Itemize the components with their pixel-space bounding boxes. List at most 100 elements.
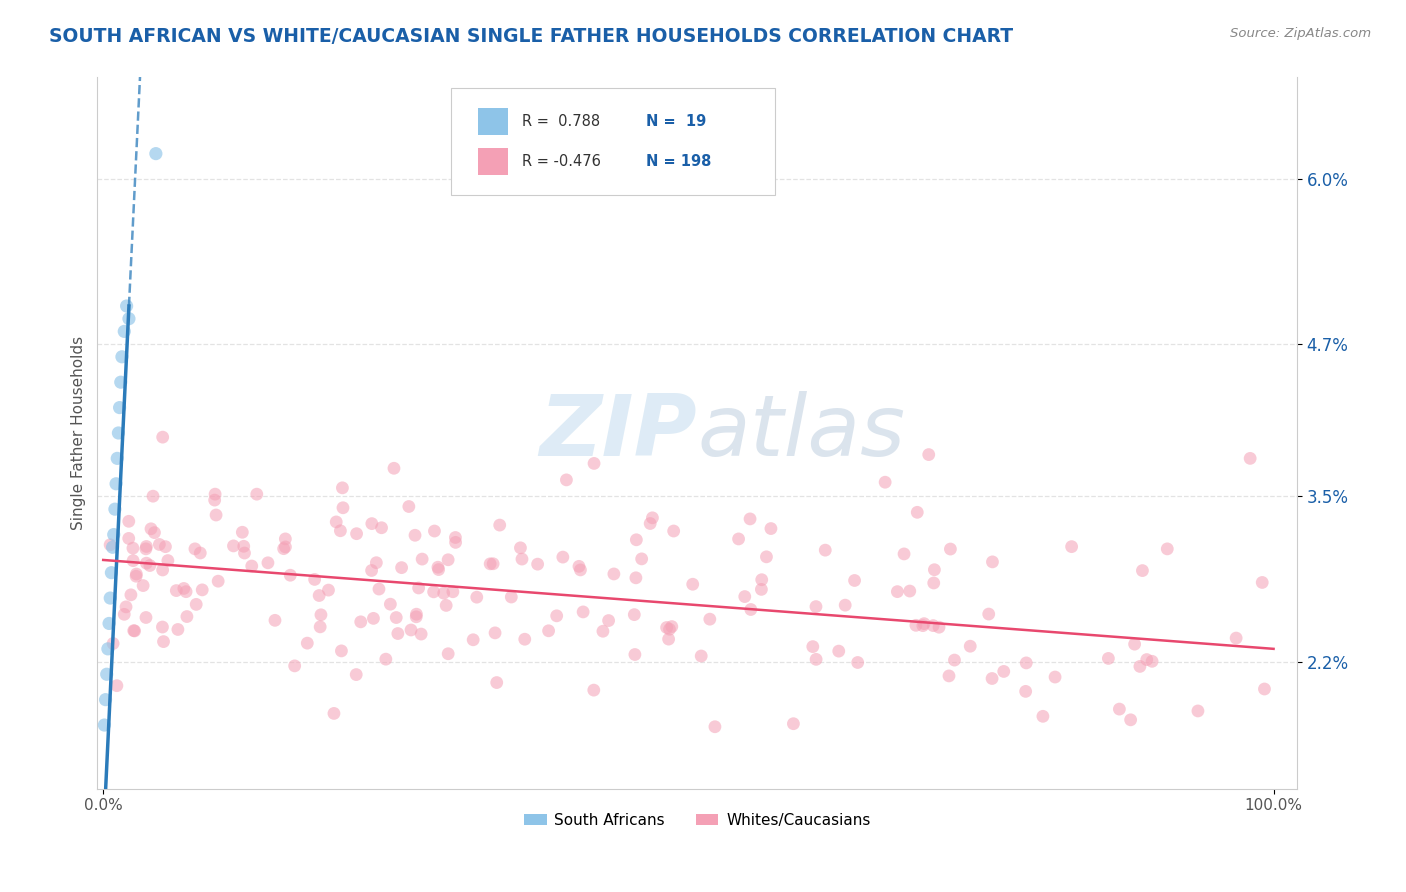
Text: ZIP: ZIP: [540, 392, 697, 475]
Point: [828, 644, 851, 658]
Point: [135, 610, 157, 624]
Point: [463, 632, 485, 647]
Point: [115, 299, 138, 313]
Point: [191, 582, 214, 597]
Point: [399, 623, 422, 637]
Point: [572, 605, 595, 619]
Point: [370, 521, 392, 535]
Point: [264, 613, 287, 627]
Point: [232, 539, 254, 553]
FancyBboxPatch shape: [451, 88, 775, 194]
Bar: [478, 108, 508, 135]
Point: [174, 584, 197, 599]
Point: [246, 487, 269, 501]
Point: [344, 667, 367, 681]
Point: [103, 527, 125, 541]
Point: [959, 639, 981, 653]
Point: [108, 401, 131, 415]
Point: [122, 624, 145, 638]
Point: [273, 541, 295, 556]
Point: [368, 582, 391, 596]
Point: [479, 557, 502, 571]
Point: [1119, 713, 1142, 727]
Point: [143, 525, 166, 540]
Point: [132, 578, 155, 592]
Point: [703, 720, 725, 734]
Point: [441, 584, 464, 599]
Point: [207, 574, 229, 589]
Point: [165, 583, 187, 598]
Point: [738, 512, 761, 526]
Point: [350, 615, 373, 629]
Point: [1253, 681, 1275, 696]
Point: [167, 623, 190, 637]
Point: [943, 653, 966, 667]
Point: [124, 624, 146, 638]
Point: [186, 598, 208, 612]
Point: [624, 648, 647, 662]
Point: [360, 516, 382, 531]
Point: [112, 607, 135, 622]
Point: [751, 573, 773, 587]
Point: [922, 576, 945, 591]
Point: [846, 656, 869, 670]
Text: N =  19: N = 19: [645, 113, 706, 128]
Point: [391, 560, 413, 574]
Text: Source: ZipAtlas.com: Source: ZipAtlas.com: [1230, 27, 1371, 40]
Text: SOUTH AFRICAN VS WHITE/CAUCASIAN SINGLE FATHER HOUSEHOLDS CORRELATION CHART: SOUTH AFRICAN VS WHITE/CAUCASIAN SINGLE …: [49, 27, 1014, 45]
Point: [105, 679, 128, 693]
Point: [598, 614, 620, 628]
Point: [898, 584, 921, 599]
Point: [309, 607, 332, 622]
Point: [152, 430, 174, 444]
Point: [551, 550, 574, 565]
Point: [297, 636, 319, 650]
Point: [526, 557, 548, 571]
Point: [423, 524, 446, 538]
Point: [434, 599, 457, 613]
Point: [110, 375, 132, 389]
Point: [96, 667, 118, 681]
Point: [1136, 652, 1159, 666]
Point: [98, 591, 121, 605]
Point: [904, 618, 927, 632]
Point: [125, 567, 148, 582]
Point: [332, 481, 354, 495]
Point: [104, 502, 127, 516]
Point: [101, 541, 124, 555]
Point: [139, 522, 162, 536]
Point: [1251, 575, 1274, 590]
Point: [655, 621, 678, 635]
Point: [387, 626, 409, 640]
Point: [274, 532, 297, 546]
Point: [366, 556, 388, 570]
Point: [145, 146, 167, 161]
Point: [122, 554, 145, 568]
Point: [630, 552, 652, 566]
Point: [555, 473, 578, 487]
Point: [1014, 684, 1036, 698]
Point: [408, 581, 430, 595]
Point: [662, 524, 685, 538]
Point: [309, 620, 332, 634]
Point: [135, 541, 157, 556]
Point: [308, 589, 330, 603]
Point: [482, 557, 505, 571]
Point: [603, 566, 626, 581]
Point: [484, 626, 506, 640]
Point: [346, 526, 368, 541]
Point: [152, 634, 174, 648]
Point: [374, 652, 396, 666]
Point: [501, 590, 523, 604]
Point: [204, 487, 226, 501]
Point: [886, 584, 908, 599]
Point: [231, 525, 253, 540]
Point: [844, 574, 866, 588]
Point: [274, 540, 297, 554]
Text: atlas: atlas: [697, 392, 905, 475]
Point: [509, 541, 531, 555]
Point: [661, 619, 683, 633]
Point: [405, 609, 427, 624]
Point: [922, 618, 945, 632]
Point: [568, 559, 591, 574]
